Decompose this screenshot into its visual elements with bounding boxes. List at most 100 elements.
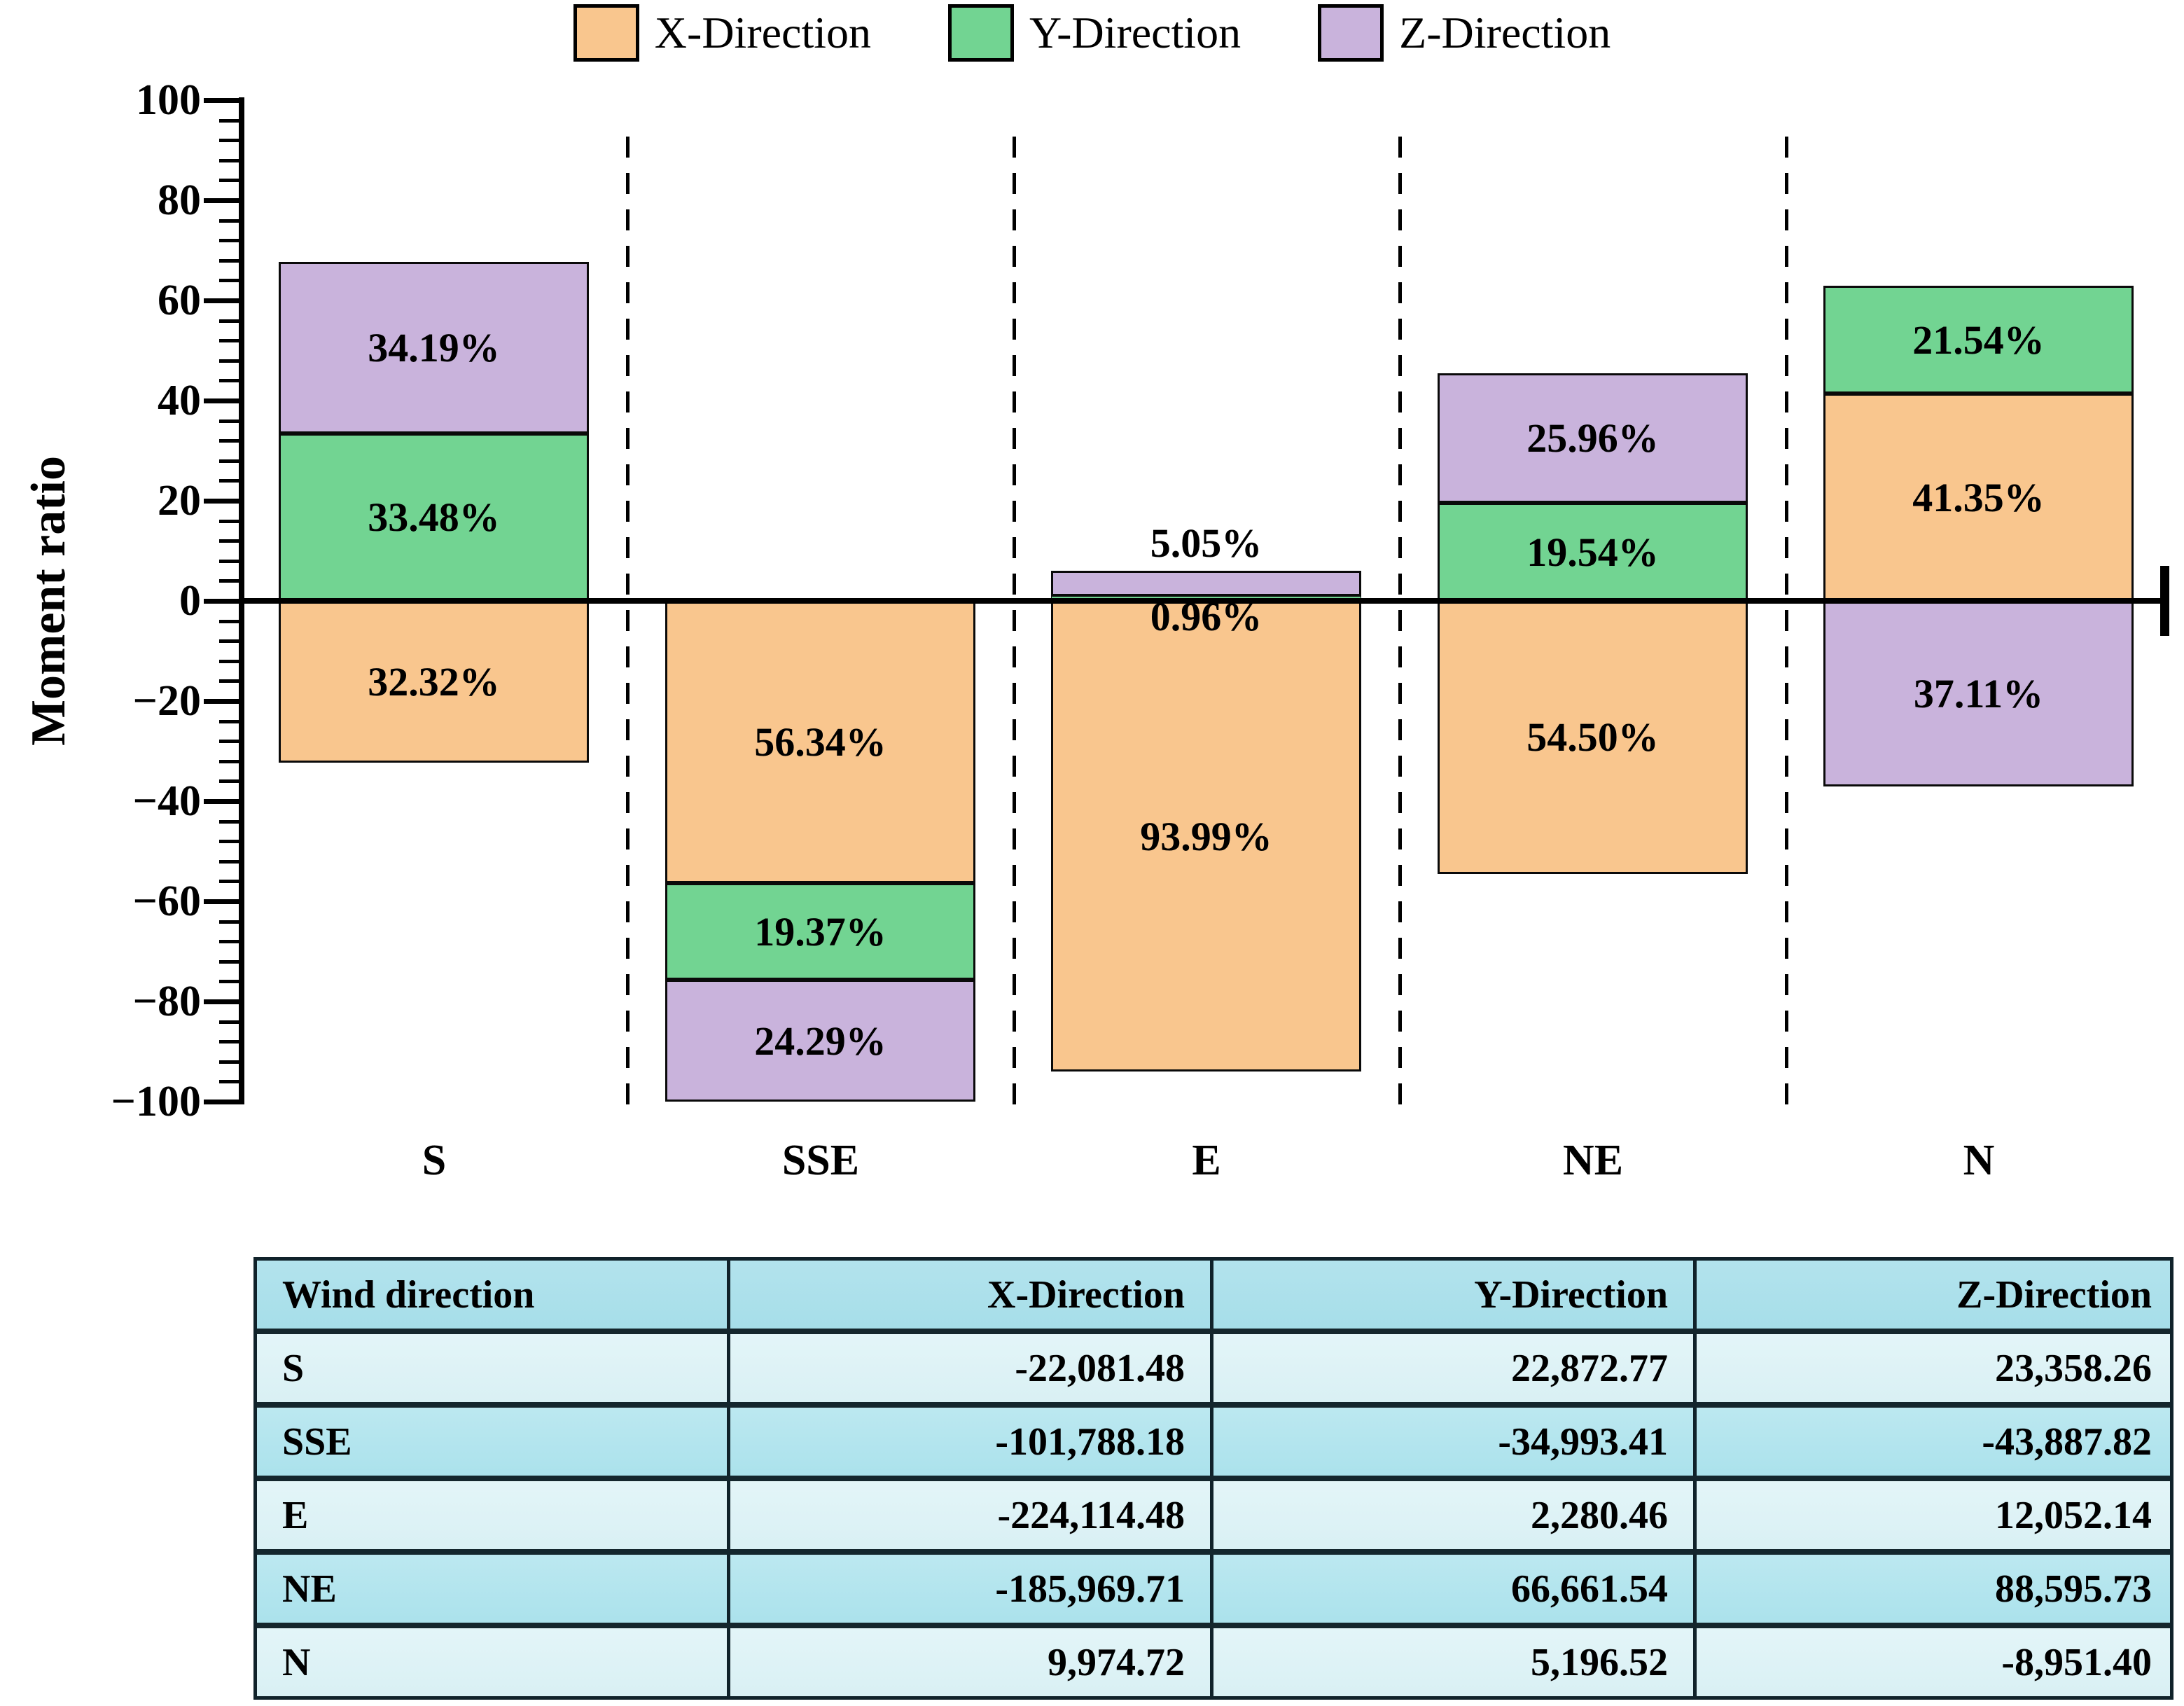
bar-segment: 25.96% (1438, 373, 1748, 504)
y-minor-tick (219, 479, 239, 483)
y-minor-tick (219, 1060, 239, 1064)
table-row: N 9,974.72 5,196.52 -8,951.40 (257, 1628, 2170, 1696)
y-tick-label: 60 (158, 277, 201, 324)
y-minor-tick (219, 980, 239, 984)
y-minor-tick (219, 679, 239, 684)
bar-segment: 33.48% (279, 433, 589, 601)
y-tick-label: 40 (158, 377, 201, 424)
y-major-tick (204, 999, 239, 1004)
y-minor-tick (219, 940, 239, 944)
table-cell: 2,280.46 (1213, 1481, 1697, 1549)
bar-segment-label: 25.96% (1526, 415, 1659, 461)
table-header-row: Wind direction X-Direction Y-Direction Z-Di… (257, 1261, 2170, 1334)
y-minor-tick (219, 659, 239, 663)
y-tick-label: −80 (132, 978, 201, 1025)
table-cell: 12,052.14 (1995, 1493, 2152, 1537)
x-axis-line (239, 598, 2160, 604)
y-minor-tick (219, 279, 239, 283)
y-tick-label: −60 (132, 878, 201, 925)
bar-segment: 41.35% (1823, 394, 2134, 601)
bar-segment: 54.50% (1438, 601, 1748, 874)
legend-item: Z-Direction (1318, 4, 1611, 62)
bar-segment-label: 54.50% (1526, 714, 1659, 761)
bar-segment-label: 5.05% (1150, 520, 1263, 567)
y-tick-label: 100 (136, 76, 201, 124)
legend-label: Y-Direction (1029, 8, 1241, 57)
bar-segment-label: 0.96% (1150, 594, 1263, 639)
bar-segment-label: 21.54% (1912, 317, 2045, 363)
dashed-separator (1013, 137, 1016, 1110)
y-minor-tick (219, 258, 239, 263)
y-minor-tick (219, 1080, 239, 1084)
y-minor-tick (219, 118, 239, 123)
legend-item: X-Direction (573, 4, 871, 62)
y-tick-label: −40 (132, 777, 201, 825)
table-cell: 23,358.26 (1995, 1346, 2152, 1390)
bar-segment: 37.11% (1823, 601, 2134, 787)
y-minor-tick (219, 519, 239, 523)
table-cell: E (257, 1481, 730, 1549)
chart-legend: X-Direction Y-Direction Z-Direction (0, 4, 2184, 62)
bar-segment (1051, 571, 1361, 597)
y-minor-tick (219, 179, 239, 183)
dashed-separator (1785, 137, 1788, 1110)
y-minor-tick (219, 719, 239, 723)
bar-segment: 93.99% (1051, 601, 1361, 1072)
y-minor-tick (219, 359, 239, 363)
y-minor-tick (219, 619, 239, 623)
y-major-tick (204, 198, 239, 203)
y-major-tick (204, 499, 239, 504)
bar-segment-label: 93.99% (1140, 813, 1272, 859)
bar-segment-label: 19.37% (754, 908, 886, 955)
table-cell: -22,081.48 (730, 1334, 1213, 1402)
y-minor-tick (219, 139, 239, 143)
y-minor-tick (219, 880, 239, 884)
axis-end-cap-tick (2160, 566, 2169, 636)
z-direction-swatch-icon (1318, 4, 1384, 62)
table-cell: -43,887.82 (1982, 1420, 2152, 1464)
y-tick-label: −100 (111, 1078, 201, 1125)
y-minor-tick (219, 840, 239, 844)
bar-segment: 21.54% (1823, 286, 2134, 394)
y-minor-tick (219, 419, 239, 423)
bar-segment-label: 34.19% (368, 324, 500, 370)
table-cell: N (257, 1628, 730, 1696)
table-cell: 88,595.73 (1995, 1567, 2152, 1611)
table-header-cell: Y-Direction (1213, 1261, 1697, 1329)
table-cell: -34,993.41 (1213, 1408, 1697, 1476)
dashed-separator (626, 137, 630, 1110)
category-label: E (1192, 1137, 1221, 1184)
table-row: E -224,114.48 2,280.46 12,052.14 (257, 1481, 2170, 1555)
y-major-tick (204, 98, 239, 103)
bar-segment: 32.32% (279, 601, 589, 763)
table-row: SSE -101,788.18 -34,993.41 -43,887.82 (257, 1408, 2170, 1481)
y-minor-tick (219, 959, 239, 964)
bar-segment: 34.19% (279, 262, 589, 434)
y-major-tick (204, 799, 239, 804)
bar-segment: 19.54% (1438, 503, 1748, 601)
y-minor-tick (219, 559, 239, 563)
y-minor-tick (219, 920, 239, 924)
table-cell: NE (257, 1555, 730, 1623)
bar-segment-label: 24.29% (754, 1018, 886, 1064)
bar-segment: 19.37% (665, 882, 975, 980)
y-minor-tick (219, 339, 239, 343)
table-cell: 5,196.52 (1213, 1628, 1697, 1696)
y-major-tick (204, 899, 239, 904)
table-cell: -8,951.40 (2001, 1640, 2152, 1684)
table-cell: 66,661.54 (1213, 1555, 1697, 1623)
x-direction-swatch-icon (573, 4, 639, 62)
dashed-separator (1398, 137, 1402, 1110)
table-cell: 9,974.72 (730, 1628, 1213, 1696)
bar-segment-label: 41.35% (1912, 474, 2045, 520)
category-label: NE (1562, 1137, 1624, 1184)
table-row: S -22,081.48 22,872.77 23,358.26 (257, 1334, 2170, 1408)
y-minor-tick (219, 819, 239, 824)
table-header-cell: Z-Direction (1956, 1272, 2152, 1317)
bar-segment-label: 19.54% (1526, 529, 1659, 575)
category-label: S (422, 1137, 447, 1184)
table-header-cell: Wind direction (257, 1261, 730, 1329)
y-major-tick (204, 599, 239, 604)
y-minor-tick (219, 1040, 239, 1044)
